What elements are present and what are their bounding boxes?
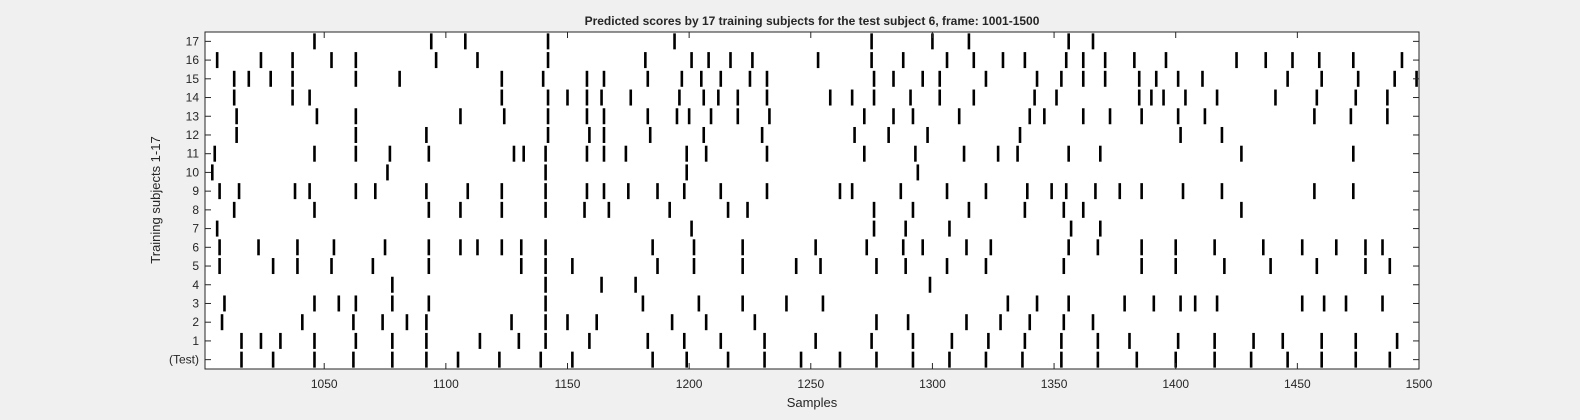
y-axis-label: Training subjects 1-17 (148, 136, 163, 263)
plot-frame (204, 31, 1420, 370)
x-tick-label: 1350 (1041, 377, 1068, 391)
x-axis-ticks: 1050 1100 1150 1200 1250 1300 1350 1400 1450 1500 (311, 32, 1433, 391)
y-tick-label: 15 (186, 72, 200, 86)
y-tick-label: 5 (192, 259, 199, 273)
x-tick-label: 1300 (919, 377, 946, 391)
x-tick-label: 1050 (311, 377, 338, 391)
x-tick-label: 1400 (1162, 377, 1189, 391)
x-tick-label: 1500 (1406, 377, 1433, 391)
y-tick-label: 10 (186, 165, 200, 179)
y-tick-label: 7 (192, 222, 199, 236)
spike-marks (210, 33, 1418, 368)
x-tick-label: 1100 (433, 377, 459, 391)
y-tick-label: 9 (192, 184, 199, 198)
y-tick-label: 12 (186, 128, 200, 142)
y-tick-label: 17 (186, 34, 200, 48)
y-tick-label: 16 (186, 53, 200, 67)
x-tick-label: 1200 (676, 377, 703, 391)
y-tick-label: 3 (192, 296, 199, 310)
y-tick-label: 6 (192, 240, 199, 254)
y-tick-label: 13 (186, 109, 200, 123)
x-tick-label: 1250 (797, 377, 824, 391)
plot-area (205, 32, 1419, 369)
x-tick-label: 1450 (1284, 377, 1311, 391)
y-tick-label: 2 (192, 315, 199, 329)
y-tick-label: 11 (187, 147, 200, 161)
y-tick-label: 14 (186, 91, 200, 105)
x-axis-label: Samples (787, 395, 838, 410)
x-tick-label: 1150 (555, 377, 581, 391)
y-tick-label: (Test) (169, 353, 199, 367)
y-tick-label: 8 (192, 203, 199, 217)
y-tick-label: 1 (192, 334, 199, 348)
chart-title: Predicted scores by 17 training subjects… (585, 14, 1040, 28)
y-tick-label: 4 (192, 278, 199, 292)
